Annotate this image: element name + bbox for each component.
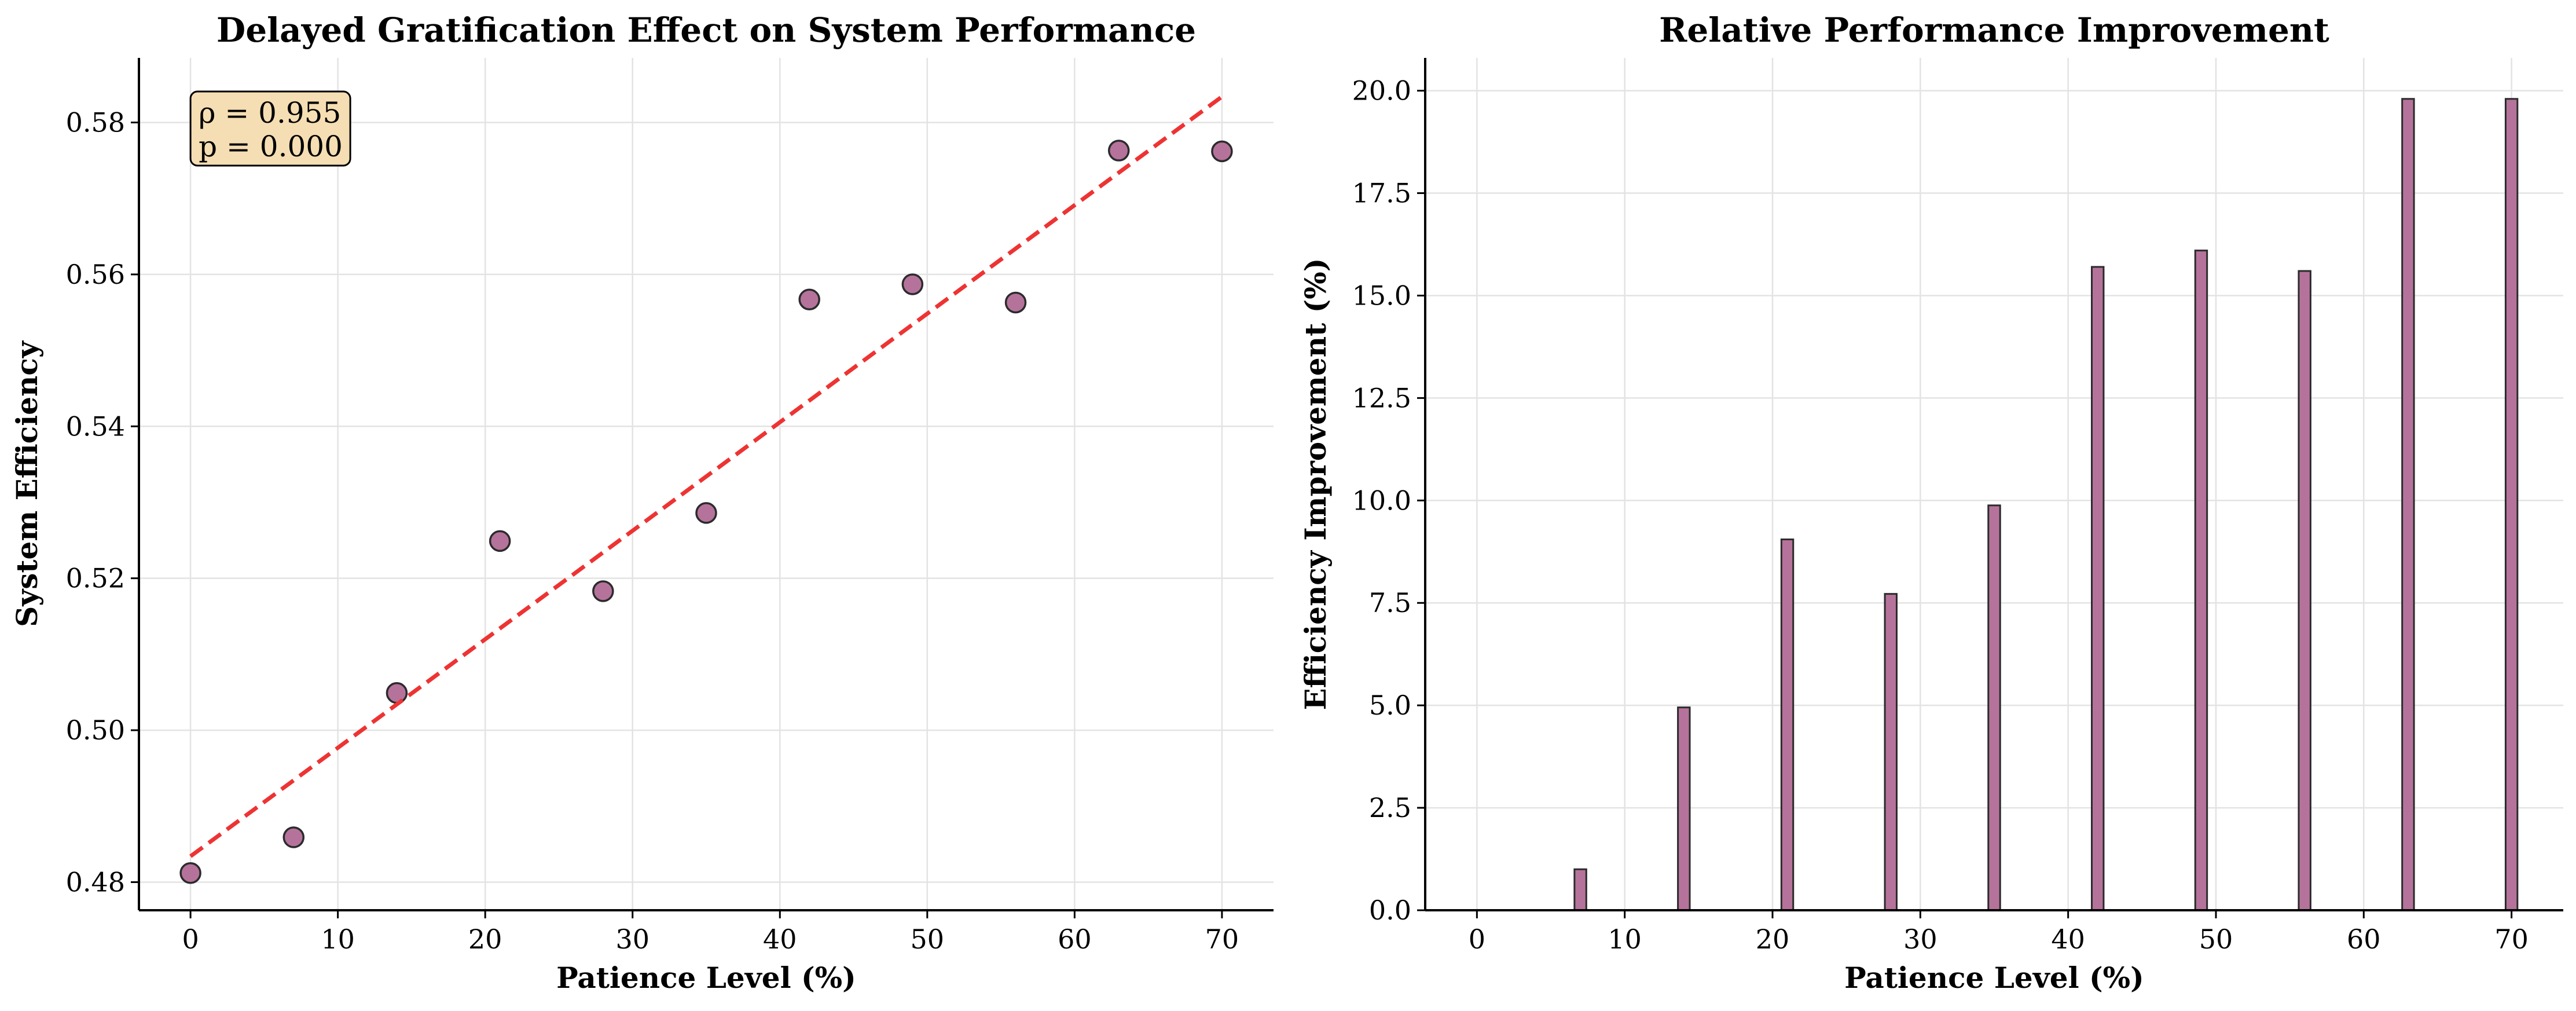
- scatter-point: [1004, 291, 1027, 314]
- scatter-point: [282, 826, 305, 848]
- left-x-tick-label: 30: [615, 924, 649, 955]
- right-chart-panel: 0 10 20 30 40 50 60 70 0.0 2.5 5.0 7.5 10.0 12.5 15.0 1…: [1298, 10, 2563, 995]
- right-x-tick-label: 40: [2051, 924, 2085, 955]
- right-x-tick-label: 30: [1903, 924, 1937, 955]
- stats-box: [189, 90, 351, 167]
- right-x-tick-label: 0: [1469, 924, 1485, 955]
- right-y-axis-label: Efficiency Improvement (%): [1298, 258, 1333, 710]
- bar: [1987, 504, 2001, 911]
- left-x-tick-label: 60: [1058, 924, 1092, 955]
- scatter-point: [1107, 140, 1130, 162]
- scatter-point: [1211, 140, 1233, 163]
- p-value-text: p = 0.000: [199, 130, 343, 163]
- right-x-tick-label: 70: [2494, 924, 2529, 955]
- scatter-point: [798, 288, 820, 310]
- right-y-tick-label: 20.0: [1352, 75, 1411, 107]
- bar: [1780, 539, 1795, 911]
- left-x-tick-label: 10: [321, 924, 355, 955]
- bar: [2298, 270, 2311, 911]
- bar: [1884, 593, 1898, 911]
- bar: [1573, 868, 1587, 911]
- bar: [2504, 98, 2519, 911]
- left-x-tick-label: 20: [468, 924, 502, 955]
- left-x-tick-label: 40: [763, 924, 797, 955]
- left-y-tick-label: 0.48: [66, 866, 125, 898]
- right-y-tick-label: 17.5: [1352, 178, 1411, 209]
- left-y-tick-label: 0.54: [66, 411, 125, 442]
- scatter-point: [592, 580, 614, 602]
- bar: [2194, 250, 2208, 911]
- right-y-tick-label: 2.5: [1369, 792, 1411, 823]
- scatter-point: [179, 862, 201, 884]
- right-y-tick-label: 0.0: [1369, 895, 1411, 926]
- left-chart-title: Delayed Gratification Effect on System P…: [216, 10, 1196, 50]
- left-y-tick-label: 0.50: [66, 715, 125, 746]
- left-y-tick-label: 0.52: [66, 563, 125, 594]
- left-x-axis-label: Patience Level (%): [556, 961, 856, 995]
- right-chart-title: Relative Performance Improvement: [1659, 10, 2329, 50]
- right-y-tick-label: 5.0: [1369, 690, 1411, 721]
- bar: [2401, 98, 2415, 911]
- trend-line: [189, 95, 1223, 858]
- left-x-tick-label: 50: [911, 924, 945, 955]
- left-y-axis-label: System Efficiency: [10, 340, 44, 627]
- right-y-tick-label: 10.0: [1352, 485, 1411, 516]
- left-chart-panel: 0 10 20 30 40 50 60 70 0.48 0.50 0.52 0.54 0.56 0.58 D…: [10, 10, 1274, 995]
- left-x-tick-label: 0: [182, 924, 199, 955]
- bar: [1677, 706, 1691, 911]
- right-y-tick-label: 12.5: [1352, 382, 1411, 413]
- left-y-tick-label: 0.58: [66, 107, 125, 138]
- bar: [2091, 266, 2105, 911]
- left-y-tick-label: 0.56: [66, 259, 125, 290]
- right-x-axis-label: Patience Level (%): [1844, 961, 2144, 995]
- right-y-tick-label: 7.5: [1369, 587, 1411, 618]
- right-x-tick-label: 60: [2347, 924, 2381, 955]
- right-x-tick-label: 10: [1608, 924, 1642, 955]
- right-y-tick-label: 15.0: [1352, 280, 1411, 311]
- scatter-point: [386, 682, 408, 704]
- correlation-text: ρ = 0.955: [199, 96, 341, 130]
- scatter-point: [695, 502, 717, 524]
- right-x-tick-label: 50: [2199, 924, 2233, 955]
- right-x-tick-label: 20: [1756, 924, 1790, 955]
- scatter-point: [901, 273, 924, 295]
- left-x-tick-label: 70: [1205, 924, 1239, 955]
- scatter-point: [489, 530, 511, 552]
